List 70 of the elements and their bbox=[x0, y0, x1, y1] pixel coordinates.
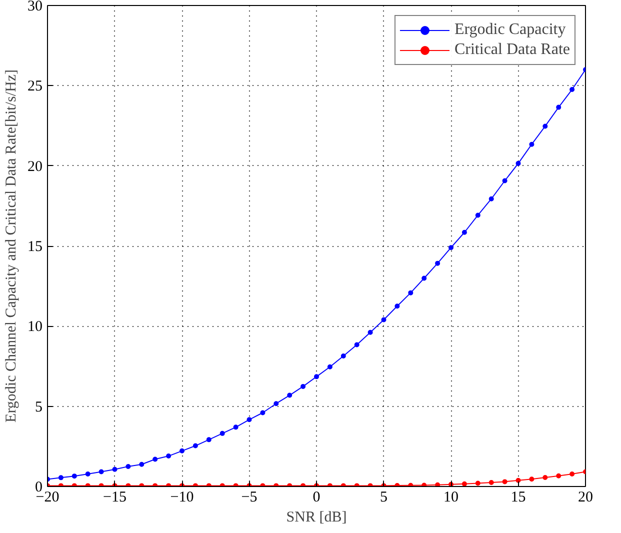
point bbox=[516, 478, 521, 483]
point bbox=[422, 482, 427, 486]
point bbox=[192, 443, 198, 448]
legend-label: Ergodic Capacity bbox=[454, 21, 566, 39]
point bbox=[368, 330, 373, 335]
point bbox=[85, 472, 90, 476]
point bbox=[435, 260, 440, 266]
point bbox=[529, 476, 534, 482]
point bbox=[408, 290, 414, 296]
point bbox=[435, 482, 440, 486]
x-tick-label: 15 bbox=[510, 490, 526, 506]
x-axis-title: SNR [dB] bbox=[286, 510, 347, 526]
point bbox=[516, 160, 521, 166]
point bbox=[542, 475, 548, 480]
point bbox=[260, 410, 266, 416]
x-tick-label: 0 bbox=[312, 490, 320, 506]
y-tick-label: 15 bbox=[28, 239, 42, 255]
x-tick-label: −5 bbox=[241, 490, 258, 506]
point bbox=[422, 276, 427, 281]
point bbox=[488, 480, 494, 485]
x-tick-label: 5 bbox=[380, 490, 388, 506]
point bbox=[300, 384, 306, 389]
point bbox=[112, 466, 118, 472]
point bbox=[570, 472, 575, 476]
point bbox=[139, 462, 144, 467]
point bbox=[381, 317, 386, 322]
point bbox=[394, 304, 400, 309]
point bbox=[220, 430, 225, 436]
point bbox=[206, 437, 212, 442]
point bbox=[340, 353, 346, 358]
point bbox=[556, 473, 562, 478]
point bbox=[570, 87, 575, 92]
y-tick-label: 30 bbox=[28, 0, 42, 14]
point bbox=[462, 230, 467, 235]
x-tick-label: −10 bbox=[170, 490, 194, 506]
point bbox=[502, 479, 508, 484]
y-axis-title: Ergodic Channel Capacity and Critical Data Rate[bit/s/Hz] bbox=[4, 70, 20, 422]
y-tick-label: 25 bbox=[28, 78, 42, 95]
y-tick-label: 20 bbox=[28, 158, 42, 175]
point bbox=[287, 392, 292, 398]
point bbox=[475, 480, 480, 486]
point bbox=[126, 464, 131, 469]
point bbox=[556, 104, 562, 110]
legend-label: Critical Data Rate bbox=[454, 41, 570, 59]
point bbox=[462, 481, 467, 486]
point bbox=[152, 456, 158, 462]
x-tick-label: 10 bbox=[444, 490, 458, 506]
y-tick-label: 10 bbox=[28, 319, 42, 336]
point bbox=[180, 448, 184, 454]
x-tick-label: −15 bbox=[103, 490, 126, 506]
point bbox=[98, 469, 104, 474]
point bbox=[488, 196, 494, 202]
point bbox=[354, 342, 360, 348]
point bbox=[448, 245, 454, 250]
point bbox=[529, 142, 534, 147]
point bbox=[246, 417, 252, 422]
point bbox=[72, 474, 77, 479]
y-tick-label: 0 bbox=[35, 480, 42, 496]
point bbox=[327, 364, 332, 370]
point bbox=[58, 475, 64, 480]
point bbox=[475, 212, 480, 218]
point bbox=[166, 454, 172, 459]
point bbox=[542, 124, 548, 129]
y-tick-label: 5 bbox=[35, 399, 42, 416]
point bbox=[502, 178, 508, 184]
point bbox=[314, 374, 319, 380]
point bbox=[274, 401, 279, 406]
x-tick-label: 20 bbox=[578, 490, 593, 506]
point bbox=[408, 482, 414, 486]
point bbox=[233, 424, 238, 430]
